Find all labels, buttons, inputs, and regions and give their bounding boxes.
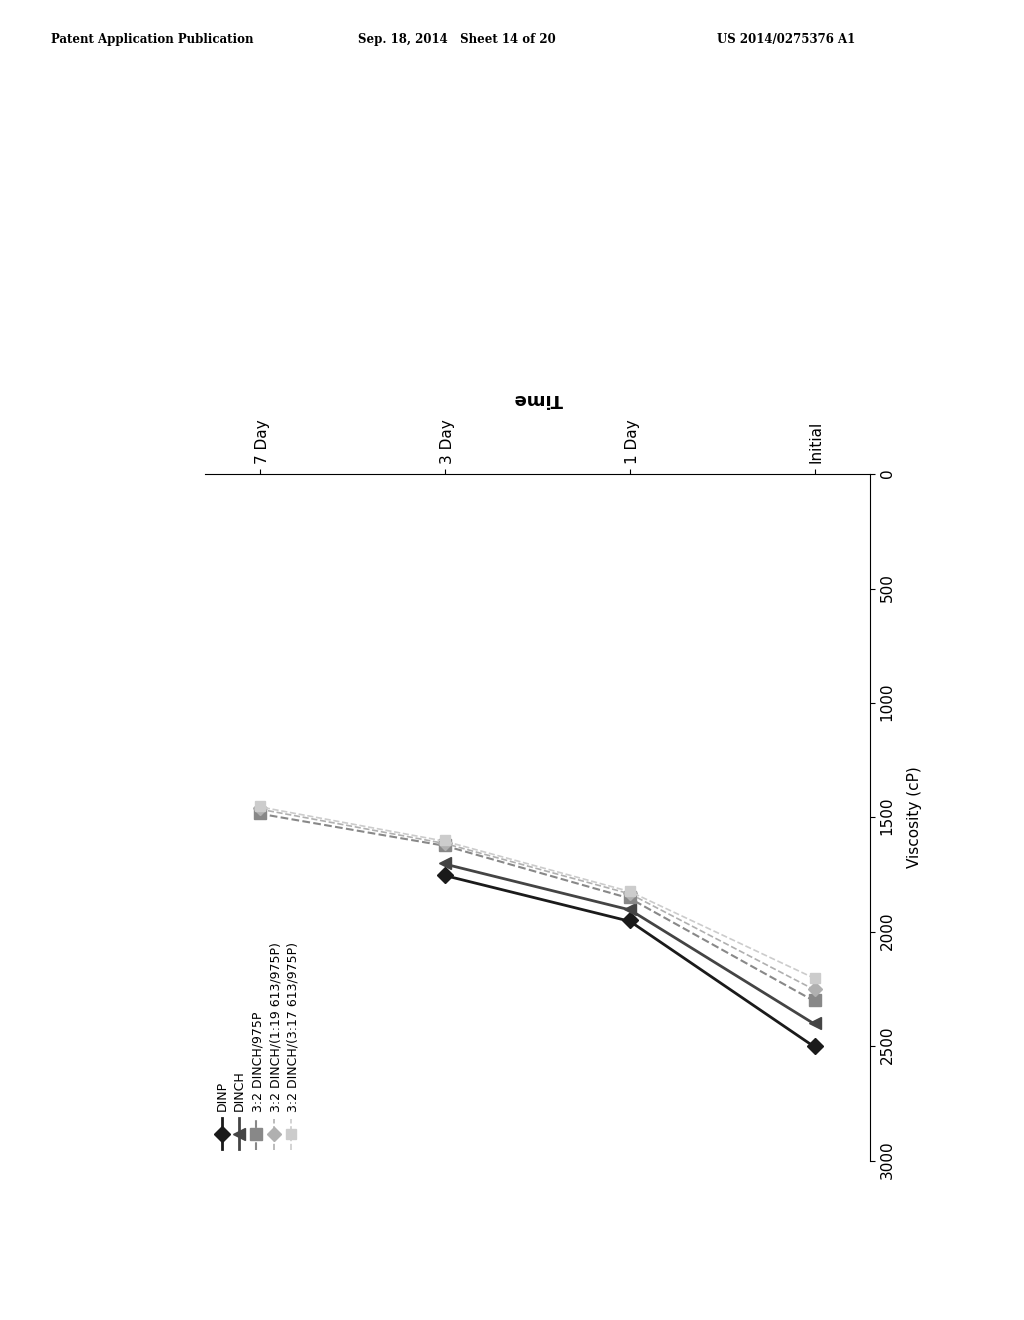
Text: Patent Application Publication: Patent Application Publication xyxy=(51,33,254,46)
Text: Sep. 18, 2014   Sheet 14 of 20: Sep. 18, 2014 Sheet 14 of 20 xyxy=(358,33,556,46)
Text: US 2014/0275376 A1: US 2014/0275376 A1 xyxy=(717,33,855,46)
